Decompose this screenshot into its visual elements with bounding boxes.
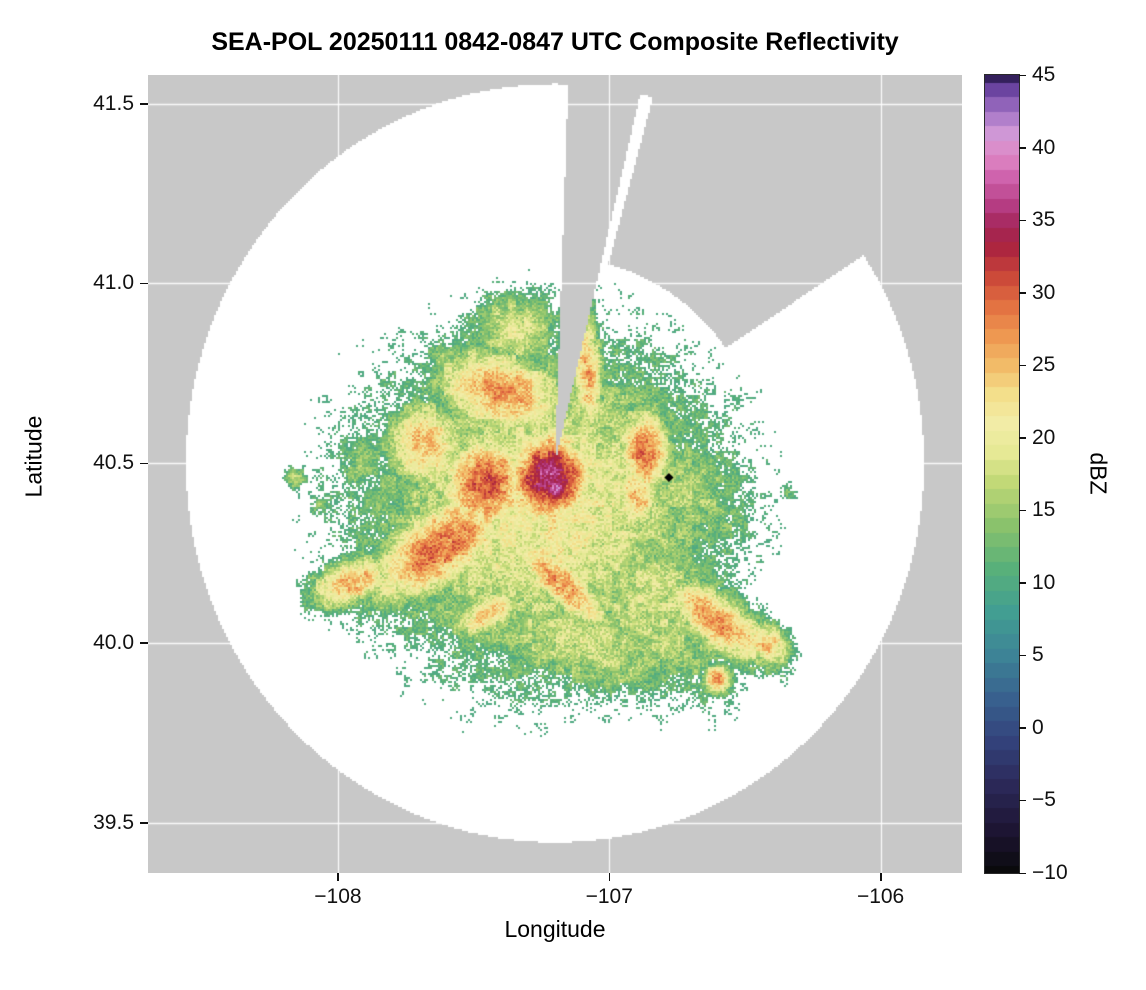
- colorbar-tick-mark: [1019, 147, 1026, 149]
- x-tick-label: −106: [856, 885, 905, 908]
- y-axis-label: Latitude: [20, 415, 47, 498]
- x-tick-label: −108: [314, 885, 362, 908]
- colorbar-tick-label: 10: [1032, 570, 1056, 594]
- colorbar-tick-mark: [1019, 727, 1026, 729]
- colorbar-tick-label: −5: [1032, 788, 1056, 812]
- colorbar-tick-label: 30: [1032, 280, 1056, 304]
- colorbar-tick-label: 20: [1032, 425, 1056, 449]
- colorbar-tick-mark: [1019, 509, 1026, 512]
- colorbar-tick-mark: [1019, 74, 1026, 76]
- plot-title: SEA-POL 20250111 0842-0847 UTC Composite…: [211, 28, 899, 56]
- colorbar-tick-label: 45: [1032, 63, 1056, 86]
- colorbar-tick-mark: [1019, 872, 1026, 874]
- colorbar-tick-label: 0: [1032, 715, 1044, 739]
- y-tick-mark: [140, 462, 148, 465]
- x-tick-mark: [880, 873, 882, 881]
- x-tick-mark: [608, 873, 611, 881]
- radar-plot-canvas: [148, 75, 962, 873]
- colorbar: [984, 74, 1020, 874]
- colorbar-label: dBZ: [1085, 452, 1112, 495]
- colorbar-tick-mark: [1019, 437, 1026, 439]
- colorbar-tick-label: 15: [1032, 498, 1056, 522]
- colorbar-tick-label: 5: [1032, 643, 1044, 667]
- colorbar-tick-mark: [1019, 582, 1026, 584]
- colorbar-tick-label: −10: [1032, 861, 1068, 884]
- y-tick-mark: [140, 822, 148, 824]
- colorbar-tick-mark: [1019, 219, 1026, 222]
- y-tick-label: 39.5: [93, 810, 134, 834]
- y-tick-mark: [140, 282, 148, 285]
- colorbar-tick-mark: [1019, 799, 1026, 802]
- y-tick-mark: [140, 642, 148, 644]
- y-tick-label: 41.5: [93, 91, 134, 115]
- y-tick-label: 40.5: [93, 451, 134, 475]
- colorbar-tick-label: 35: [1032, 208, 1056, 232]
- x-tick-mark: [337, 873, 339, 881]
- colorbar-tick-mark: [1019, 364, 1026, 367]
- colorbar-tick-label: 25: [1032, 353, 1056, 377]
- colorbar-tick-mark: [1019, 654, 1026, 657]
- y-tick-label: 40.0: [93, 630, 134, 654]
- x-axis-label: Longitude: [504, 916, 606, 942]
- colorbar-tick-label: 40: [1032, 135, 1056, 159]
- y-tick-label: 41.0: [93, 271, 134, 295]
- colorbar-tick-mark: [1019, 292, 1026, 294]
- x-tick-label: −107: [585, 885, 633, 908]
- y-tick-mark: [140, 103, 148, 105]
